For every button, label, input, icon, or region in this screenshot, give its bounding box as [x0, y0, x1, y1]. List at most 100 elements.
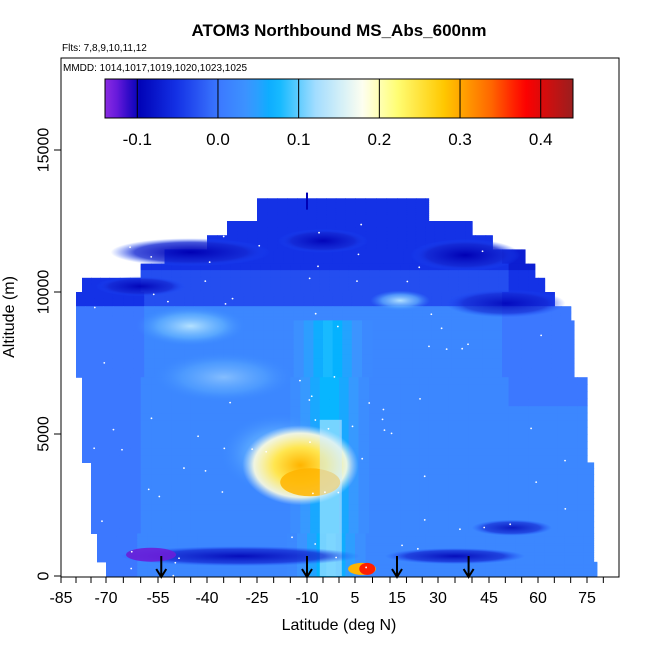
heatmap-cell — [386, 223, 398, 226]
heatmap-cell — [397, 226, 408, 229]
heatmap-cell — [451, 310, 463, 313]
heatmap-cell — [472, 320, 483, 326]
heatmap-cell — [220, 273, 231, 275]
heatmap-cell — [154, 353, 166, 359]
heatmap-cell — [223, 293, 235, 295]
heatmap-cell — [397, 223, 408, 226]
heatmap-cell — [326, 200, 337, 203]
heatmap-cell — [355, 213, 367, 216]
heatmap-cell — [577, 448, 588, 456]
heatmap-cell — [290, 276, 301, 279]
heatmap-cell — [267, 207, 278, 211]
heatmap-cell — [91, 281, 101, 284]
heatmap-cell — [451, 334, 463, 340]
heatmap-cell — [365, 219, 377, 222]
heatmap-cell — [425, 223, 436, 226]
heatmap-cell — [323, 363, 334, 369]
heatmap-cell — [263, 348, 275, 355]
heatmap-cell — [406, 238, 417, 241]
heatmap-cell — [307, 221, 318, 223]
heatmap-cell — [560, 315, 572, 318]
heatmap-cell — [451, 325, 463, 331]
heatmap-cell — [455, 232, 466, 235]
heatmap-cell — [260, 290, 271, 293]
heatmap-cell — [270, 264, 281, 267]
heatmap-cell — [403, 258, 414, 261]
heatmap-cell — [230, 405, 241, 414]
heatmap-cell — [287, 205, 298, 209]
heatmap-cell — [365, 202, 377, 205]
heatmap-cell — [428, 288, 439, 291]
heatmap-cell — [397, 228, 408, 230]
heatmap-cell — [85, 339, 95, 345]
heatmap-cell — [362, 250, 374, 253]
heatmap-cell — [415, 224, 426, 227]
heatmap-cell — [400, 267, 411, 269]
heatmap-cell — [428, 391, 439, 400]
heatmap-cell — [237, 239, 248, 242]
heatmap-cell — [390, 267, 401, 269]
heatmap-cell — [237, 231, 248, 234]
heatmap-cell — [313, 334, 324, 340]
heatmap-cell — [151, 268, 162, 271]
heatmap-cell — [319, 264, 330, 267]
heatmap-cell — [193, 302, 205, 305]
heatmap-cell — [190, 283, 202, 286]
heatmap-cell — [455, 226, 466, 229]
heatmap-cell — [100, 441, 111, 449]
heatmap-cell — [379, 265, 391, 268]
heatmap-cell — [441, 292, 453, 294]
heatmap-cell — [390, 391, 401, 400]
heatmap-cell — [103, 293, 114, 295]
heatmap-cell — [351, 262, 363, 265]
heatmap-cell — [441, 294, 453, 297]
heatmap-cell — [342, 329, 353, 336]
heatmap-cell — [203, 302, 215, 305]
heatmap-cell — [112, 295, 124, 298]
heatmap-cell — [280, 270, 291, 273]
heatmap-cell — [319, 267, 330, 269]
heatmap-cell — [345, 226, 356, 229]
heatmap-cell — [326, 217, 337, 220]
heatmap-cell — [119, 398, 131, 407]
heatmap-cell — [567, 448, 578, 456]
heatmap-cell — [379, 284, 391, 287]
heatmap-cell — [372, 358, 384, 364]
heatmap-cell — [428, 398, 439, 407]
heatmap-cell — [438, 377, 449, 385]
heatmap-cell — [372, 329, 384, 336]
heatmap-cell — [193, 301, 205, 304]
heatmap-cell — [570, 329, 575, 336]
heatmap-cell — [372, 258, 384, 261]
heatmap-cell — [531, 318, 542, 320]
heatmap-cell — [253, 262, 265, 265]
heatmap-cell — [171, 398, 182, 407]
heatmap-cell — [428, 441, 439, 449]
heatmap-cell — [133, 314, 145, 317]
heatmap-cell — [253, 292, 265, 294]
heatmap-cell — [140, 412, 152, 421]
heatmap-cell — [587, 515, 595, 523]
heatmap-cell — [379, 268, 391, 271]
heatmap-cell — [358, 391, 370, 400]
heatmap-cell — [379, 405, 391, 414]
heatmap-cell — [339, 264, 350, 267]
heatmap-cell — [372, 309, 384, 312]
heatmap-cell — [300, 281, 311, 284]
heatmap-cell — [123, 348, 135, 355]
heatmap-cell — [419, 289, 430, 292]
heatmap-cell — [223, 305, 235, 307]
heatmap-cell — [393, 334, 404, 340]
heatmap-cell — [528, 282, 539, 285]
heatmap-cell — [260, 527, 271, 534]
heatmap-cell — [267, 241, 278, 243]
heatmap-cell — [428, 290, 439, 293]
heatmap-cell — [230, 271, 241, 274]
heatmap-cell — [253, 294, 265, 297]
heatmap-cell — [287, 230, 298, 233]
heatmap-cell — [557, 521, 568, 529]
heatmap-cell — [475, 236, 487, 239]
heatmap-cell — [213, 307, 225, 310]
heatmap-cell — [184, 303, 195, 306]
heatmap-cell — [339, 527, 350, 534]
